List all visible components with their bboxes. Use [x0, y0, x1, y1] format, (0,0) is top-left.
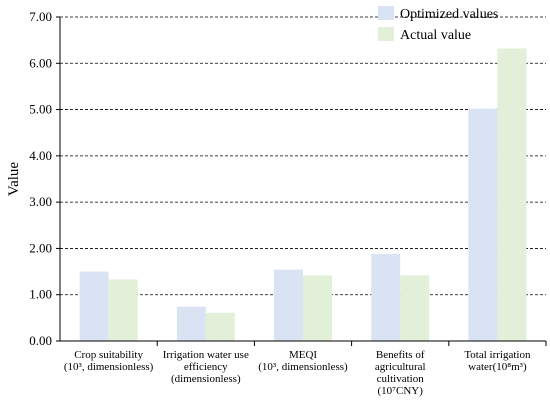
x-category-label: Crop suitability	[74, 349, 143, 361]
x-category-label: (10³, dimensionless)	[258, 361, 348, 373]
y-tick-label: 5.00	[29, 102, 52, 117]
x-category-label: agricultural	[375, 361, 426, 373]
legend-swatch-optimized	[378, 6, 394, 20]
x-category-label: water(10⁸m³)	[468, 361, 527, 373]
x-category-label: cultivation	[377, 373, 425, 385]
x-category-label: Benefits of	[376, 349, 425, 361]
x-category-label: (dimensionless)	[171, 373, 241, 385]
y-tick-label: 1.00	[29, 287, 52, 302]
bar-optimized	[468, 108, 498, 341]
legend-swatch-actual	[378, 27, 394, 41]
bar-optimized	[79, 271, 109, 341]
bar-actual	[497, 48, 527, 342]
bar-actual	[108, 279, 138, 341]
legend-label-optimized: Optimized values	[400, 7, 498, 22]
x-category-label: MEQI	[289, 349, 317, 361]
x-category-label: Irrigation water use	[163, 349, 249, 361]
bar-actual	[303, 275, 332, 341]
y-tick-label: 6.00	[29, 55, 52, 70]
x-category-label: Total irrigation	[464, 349, 531, 361]
bar-actual	[205, 312, 235, 341]
legend-label-actual: Actual value	[400, 28, 471, 43]
y-tick-label: 7.00	[29, 9, 52, 24]
y-tick-label: 4.00	[29, 148, 52, 163]
x-category-label: (10³, dimensionless)	[64, 361, 154, 373]
y-tick-label: 3.00	[29, 194, 52, 209]
x-category-label: efficiency	[184, 361, 228, 373]
bar-optimized	[274, 269, 303, 341]
bar-actual	[400, 275, 430, 341]
y-tick-label: 2.00	[29, 240, 52, 255]
bar-optimized	[176, 306, 206, 341]
y-axis-title: Value	[6, 162, 22, 196]
y-tick-label: 0.00	[29, 333, 52, 348]
x-category-label: (10⁷CNY)	[378, 385, 424, 397]
bar-optimized	[371, 253, 401, 341]
